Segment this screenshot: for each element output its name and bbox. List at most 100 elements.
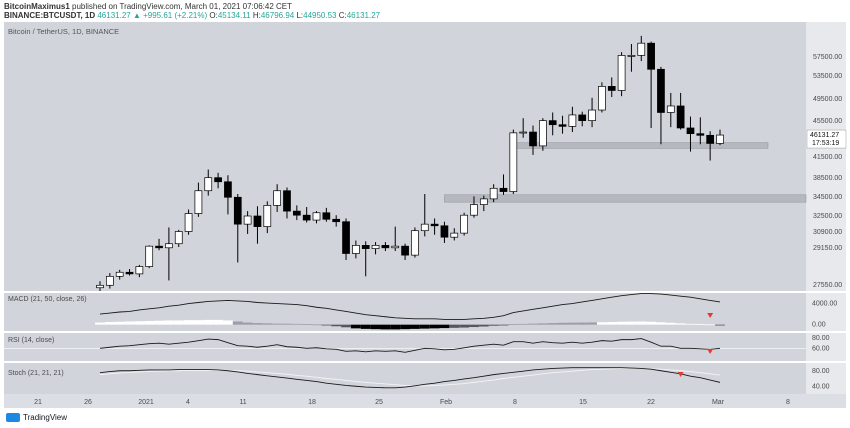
candle [420, 223, 429, 232]
macd-hist-bar [537, 323, 548, 325]
macd-hist-bar [695, 324, 706, 325]
candle [558, 124, 567, 127]
macd-hist-bar [606, 322, 617, 325]
candle [401, 245, 409, 256]
stoch-d-line [99, 367, 721, 387]
bearish-divergence-marker [707, 349, 714, 354]
candle [352, 245, 360, 254]
macd-hist-bar [587, 322, 597, 325]
time-tick-label: 15 [579, 399, 587, 406]
macd-hist-bar [341, 324, 351, 328]
price-change: 46131.27 ▲ +995.61 (+2.21%) [97, 11, 208, 20]
author-name[interactable]: BitcoinMaximus1 [4, 2, 70, 11]
macd-hist-bar [459, 324, 470, 328]
candle [381, 245, 390, 249]
footer: TradingView [6, 413, 67, 422]
candle [115, 271, 124, 277]
candle [391, 245, 400, 249]
macd-hist-bar [429, 324, 440, 329]
rsi-pane [4, 333, 806, 361]
macd-hist-bar [114, 321, 125, 325]
candle [332, 218, 341, 223]
brand-label[interactable]: TradingView [23, 413, 68, 422]
close-value: 46131.27 [346, 11, 381, 20]
stoch-label: Stoch (21, 21, 21) [8, 370, 64, 377]
macd-hist-bar [203, 319, 214, 325]
macd-hist-bar [291, 323, 302, 325]
candle [194, 190, 203, 214]
time-tick-label: 2021 [138, 399, 154, 406]
low-label: L: [296, 11, 304, 20]
chart-title: Bitcoin / TetherUS, 1D, BINANCE [8, 27, 119, 36]
stoch-pane [4, 363, 806, 394]
time-tick-label: 4 [186, 399, 190, 406]
candle [509, 132, 518, 192]
macd-hist-bar [301, 324, 312, 325]
macd-hist-bar [665, 322, 676, 325]
rsi-axis-bg [806, 333, 846, 361]
candle [214, 177, 222, 183]
macd-label: MACD (21, 50, close, 26) [8, 296, 87, 303]
open-label: O: [209, 11, 218, 20]
candle [155, 245, 163, 249]
price-tick-label: 27550.00 [813, 282, 842, 289]
macd-hist-bar [163, 320, 174, 325]
stoch-k-line [99, 367, 721, 389]
current-price-label: 46131.27 [810, 132, 839, 139]
candle [460, 214, 468, 234]
macd-hist-bar [360, 324, 371, 329]
macd-hist-bar [242, 322, 253, 325]
macd-hist-bar [282, 323, 292, 325]
time-tick-label: 11 [239, 399, 246, 406]
candle [470, 204, 478, 216]
main-axis-bg [806, 22, 846, 291]
macd-hist-bar [419, 324, 430, 329]
ohlc-line: BINANCE:BTCUSDT, 1D 46131.27 ▲ +995.61 (… [4, 11, 380, 20]
candle [184, 213, 193, 232]
candle [686, 127, 695, 135]
candle [233, 196, 242, 225]
price-tick-label: 49500.00 [813, 96, 842, 103]
macd-hist-bar [488, 324, 499, 326]
candle [204, 177, 213, 192]
macd-hist-bar [557, 322, 568, 325]
candle [598, 86, 606, 111]
time-tick-label: 25 [375, 399, 383, 406]
macd-hist-bar [410, 324, 420, 329]
candle [519, 131, 528, 134]
rsi-line [99, 338, 721, 353]
macd-tick-label: 0.00 [812, 322, 826, 329]
macd-hist-bar [518, 323, 529, 325]
candle [174, 231, 183, 245]
candle [696, 133, 705, 136]
macd-hist-bar [390, 324, 401, 330]
macd-hist-bar [596, 322, 607, 325]
bearish-divergence-marker [707, 313, 714, 318]
candle [263, 205, 272, 227]
macd-hist-bar [321, 324, 332, 326]
stoch-tick-label: 80.00 [812, 368, 830, 375]
stoch-axis-bg [806, 363, 846, 394]
macd-hist-bar [252, 323, 263, 325]
candle [292, 210, 301, 216]
candle [607, 86, 616, 91]
candle [627, 55, 636, 57]
macd-hist-bar [95, 322, 105, 325]
macd-hist-bar [626, 321, 637, 325]
candle [302, 214, 311, 221]
candle [312, 212, 321, 221]
open-value: 45134.11 [217, 11, 251, 20]
macd-hist-bar [213, 319, 224, 325]
rsi-tick-label: 80.00 [812, 335, 830, 342]
macd-hist-bar [223, 320, 233, 325]
tradingview-logo-icon [6, 413, 20, 422]
time-tick-label: Feb [440, 399, 452, 406]
macd-hist-bar [685, 323, 696, 325]
candle [617, 55, 626, 91]
current-price-tag [806, 129, 847, 149]
candle [706, 134, 715, 144]
low-value: 44950.53 [303, 11, 337, 20]
candle [430, 223, 439, 227]
